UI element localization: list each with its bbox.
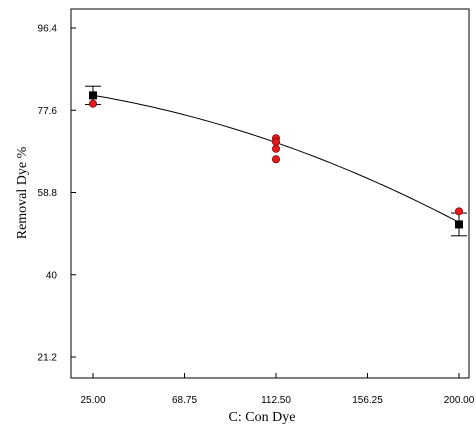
y-tick-label: 77.6	[38, 106, 58, 117]
predicted-point	[89, 91, 97, 99]
y-tick-label: 96.4	[38, 24, 58, 35]
x-tick-label: 25.00	[80, 395, 105, 406]
x-tick-label: 68.75	[172, 395, 197, 406]
observed-point	[455, 208, 462, 215]
observed-point	[272, 145, 279, 152]
y-axis: 21.2 40 58.8 77.6 96.4	[38, 24, 76, 364]
observed-points	[89, 100, 462, 215]
observed-point	[272, 138, 279, 145]
y-tick-label: 40	[46, 270, 58, 281]
x-tick-label: 112.50	[261, 395, 291, 406]
x-tick-label: 156.25	[352, 395, 383, 406]
y-axis-title: Removal Dye %	[15, 146, 30, 239]
y-tick-label: 21.2	[38, 353, 58, 364]
y-tick-label: 58.8	[38, 188, 58, 199]
observed-point	[89, 100, 96, 107]
plot-frame	[71, 9, 469, 378]
x-axis-title: C: Con Dye	[229, 410, 296, 425]
x-tick-label: 200.00	[444, 395, 475, 406]
predicted-point	[455, 220, 463, 228]
observed-point	[272, 156, 279, 163]
